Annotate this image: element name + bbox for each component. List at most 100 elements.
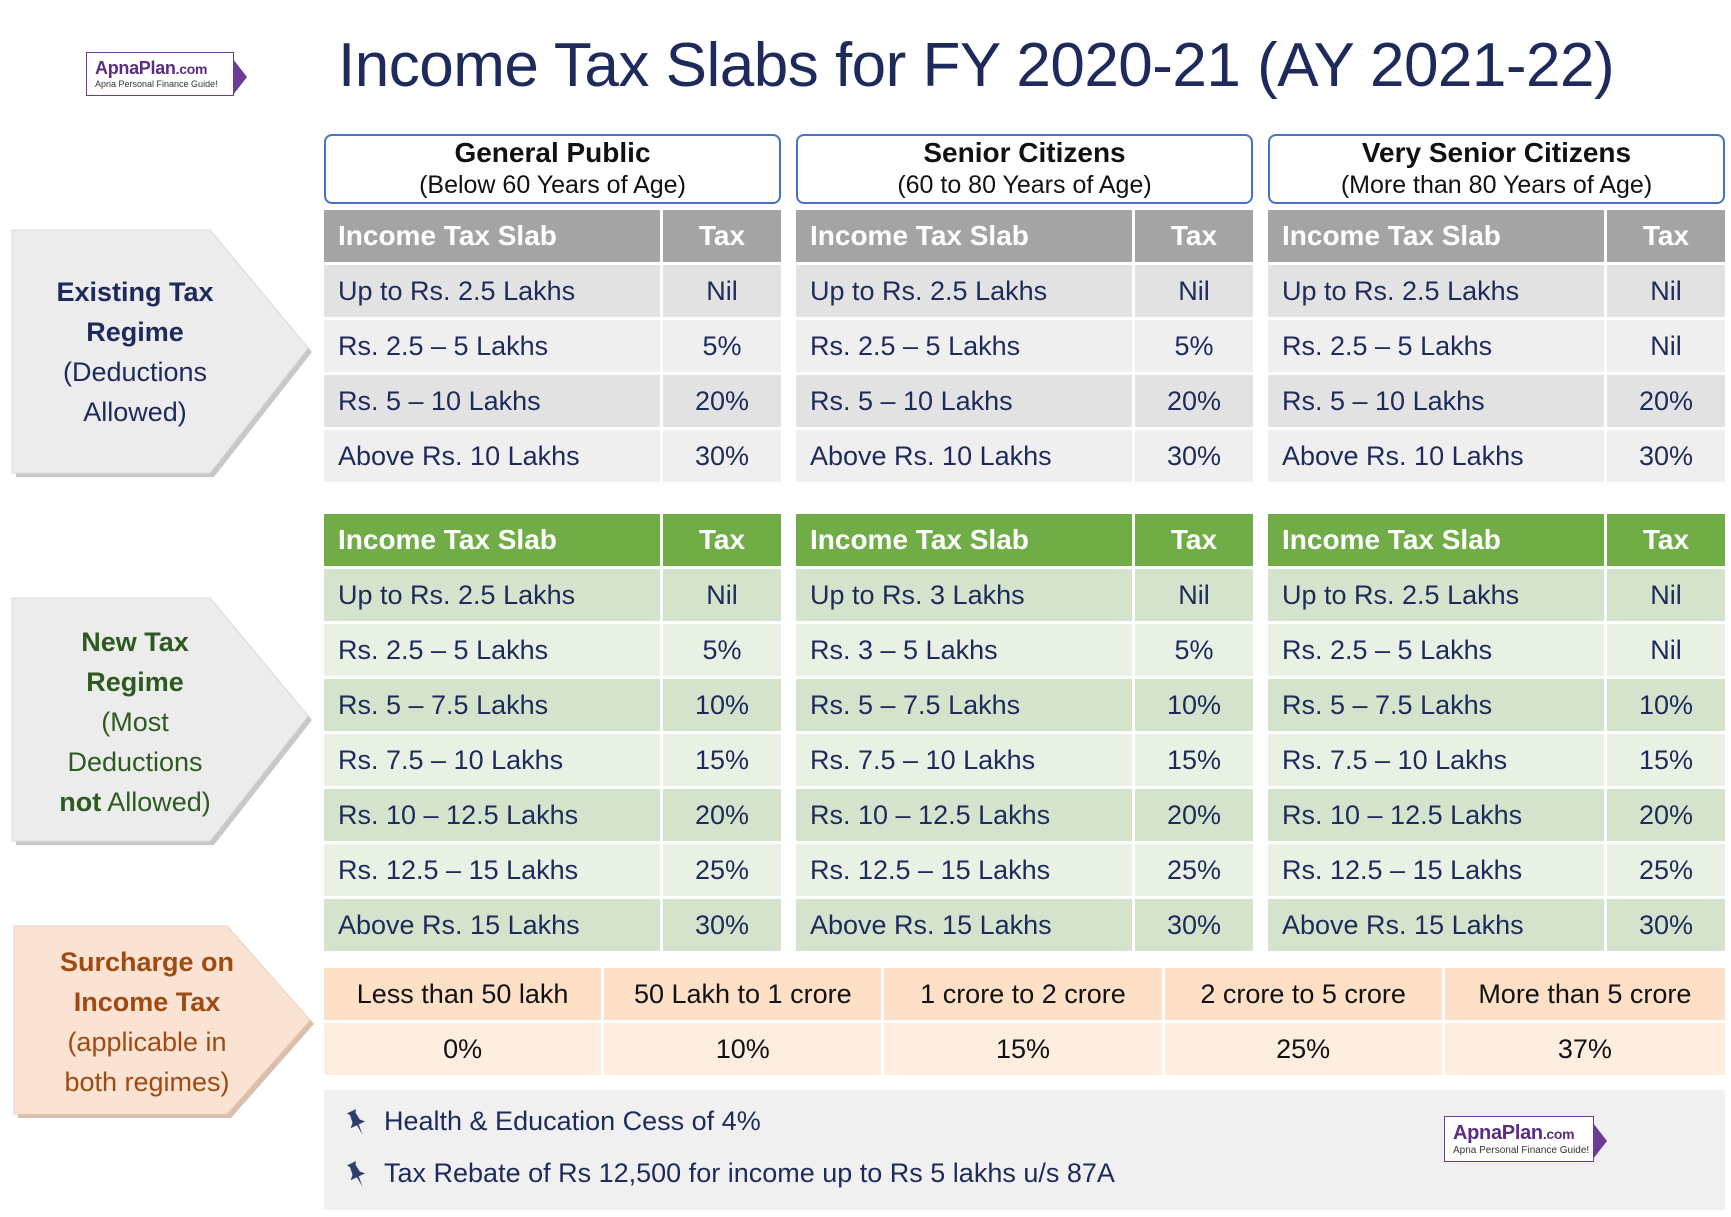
slab-cell: Rs. 10 – 12.5 Lakhs (324, 789, 663, 844)
header-slab: Income Tax Slab (796, 514, 1135, 569)
regime-label-line: (Most (101, 707, 169, 737)
header-tax: Tax (1607, 210, 1725, 265)
tax-cell: 30% (1607, 430, 1725, 485)
tax-cell: 30% (663, 430, 781, 485)
table-header-row: Income Tax Slab Tax (796, 210, 1253, 265)
arrow-shape (11, 229, 312, 477)
regime-label-line: (Deductions (62, 357, 208, 387)
surcharge-range-row: Less than 50 lakh 50 Lakh to 1 crore 1 c… (324, 968, 1725, 1023)
tax-cell: Nil (1607, 624, 1725, 679)
table-row: Rs. 5 – 10 Lakhs 20% (324, 375, 781, 430)
tax-cell: 25% (1607, 844, 1725, 899)
table-row: Rs. 10 – 12.5 Lakhs 20% (1268, 789, 1725, 844)
table-row: Above Rs. 10 Lakhs 30% (796, 430, 1253, 485)
tax-cell: 30% (1135, 430, 1253, 485)
new-table-senior: Income Tax Slab Tax Up to Rs. 3 Lakhs Nil Rs… (796, 514, 1253, 954)
tax-cell: 5% (663, 320, 781, 375)
table-row: Up to Rs. 2.5 Lakhs Nil (324, 265, 781, 320)
surcharge-label-line: Surcharge on (59, 947, 235, 977)
surcharge-rate-row: 0% 10% 15% 25% 37% (324, 1023, 1725, 1078)
table-row: Rs. 5 – 7.5 Lakhs 10% (796, 679, 1253, 734)
slab-cell: Rs. 7.5 – 10 Lakhs (1268, 734, 1607, 789)
surcharge-rate-cell: 10% (604, 1023, 885, 1078)
regime-label-line: Regime (86, 317, 184, 347)
table-row: Rs. 5 – 7.5 Lakhs 10% (324, 679, 781, 734)
surcharge-rate-cell: 0% (324, 1023, 605, 1078)
table-header-row: Income Tax Slab Tax (1268, 210, 1725, 265)
new-table-general: Income Tax Slab Tax Up to Rs. 2.5 Lakhs Nil… (324, 514, 781, 954)
table-header-row: Income Tax Slab Tax (324, 514, 781, 569)
slab-cell: Above Rs. 15 Lakhs (796, 899, 1135, 954)
tax-cell: 5% (663, 624, 781, 679)
table-row: Rs. 2.5 – 5 Lakhs Nil (1268, 624, 1725, 679)
tax-cell: 15% (663, 734, 781, 789)
tax-cell: Nil (1607, 569, 1725, 624)
slab-cell: Up to Rs. 2.5 Lakhs (324, 265, 663, 320)
table-row: Rs. 7.5 – 10 Lakhs 15% (1268, 734, 1725, 789)
surcharge-rate-cell: 15% (884, 1023, 1165, 1078)
slab-cell: Rs. 12.5 – 15 Lakhs (796, 844, 1135, 899)
tax-cell: 5% (1135, 320, 1253, 375)
pushpin-icon (346, 1161, 366, 1187)
page-title: Income Tax Slabs for FY 2020-21 (AY 2021… (338, 31, 1615, 100)
tax-cell: 30% (1135, 899, 1253, 954)
surcharge-table: Less than 50 lakh 50 Lakh to 1 crore 1 c… (324, 968, 1725, 1078)
pushpin-icon (346, 1109, 366, 1135)
tax-cell: 20% (1135, 375, 1253, 430)
table-row: Above Rs. 15 Lakhs 30% (324, 899, 781, 954)
tax-cell: Nil (663, 569, 781, 624)
slab-cell: Rs. 5 – 10 Lakhs (796, 375, 1135, 430)
slab-cell: Rs. 12.5 – 15 Lakhs (324, 844, 663, 899)
table-row: Rs. 7.5 – 10 Lakhs 15% (324, 734, 781, 789)
surcharge-label-line: (applicable in (67, 1027, 227, 1057)
category-name: General Public (454, 137, 651, 168)
logo-tagline: Apna Personal Finance Guide! (1453, 1145, 1590, 1156)
table-row: Rs. 10 – 12.5 Lakhs 20% (796, 789, 1253, 844)
slab-cell: Rs. 2.5 – 5 Lakhs (796, 320, 1135, 375)
slab-cell: Rs. 2.5 – 5 Lakhs (1268, 320, 1607, 375)
table-row: Above Rs. 10 Lakhs 30% (324, 430, 781, 485)
table-row: Above Rs. 15 Lakhs 30% (796, 899, 1253, 954)
existing-table-very-senior: Income Tax Slab Tax Up to Rs. 2.5 Lakhs Nil… (1268, 210, 1725, 485)
surcharge-range-cell: Less than 50 lakh (324, 968, 605, 1023)
slab-cell: Rs. 7.5 – 10 Lakhs (324, 734, 663, 789)
surcharge-rate-cell: 25% (1164, 1023, 1445, 1078)
slab-cell: Above Rs. 10 Lakhs (324, 430, 663, 485)
table-row: Above Rs. 10 Lakhs 30% (1268, 430, 1725, 485)
regime-label-line: Allowed) (83, 397, 187, 427)
slab-cell: Rs. 10 – 12.5 Lakhs (1268, 789, 1607, 844)
tax-cell: 25% (1135, 844, 1253, 899)
new-regime-label: New Tax Regime (Most Deductions not Allo… (10, 596, 312, 846)
table-row: Rs. 12.5 – 15 Lakhs 25% (1268, 844, 1725, 899)
existing-regime-label: Existing Tax Regime (Deductions Allowed) (10, 228, 312, 478)
category-name: Very Senior Citizens (1361, 137, 1632, 168)
regime-label-line: Allowed) (101, 787, 211, 817)
table-header-row: Income Tax Slab Tax (796, 514, 1253, 569)
regime-label-line: New Tax (81, 627, 189, 657)
surcharge-range-cell: 2 crore to 5 crore (1164, 968, 1445, 1023)
table-row: Up to Rs. 3 Lakhs Nil (796, 569, 1253, 624)
table-row: Above Rs. 15 Lakhs 30% (1268, 899, 1725, 954)
note-rebate: Tax Rebate of Rs 12,500 for income up to… (384, 1158, 1115, 1188)
category-name: Senior Citizens (923, 137, 1126, 168)
slab-cell: Above Rs. 15 Lakhs (324, 899, 663, 954)
slab-cell: Rs. 5 – 7.5 Lakhs (796, 679, 1135, 734)
slab-cell: Up to Rs. 2.5 Lakhs (1268, 569, 1607, 624)
table-row: Rs. 12.5 – 15 Lakhs 25% (796, 844, 1253, 899)
note-cess: Health & Education Cess of 4% (384, 1106, 761, 1136)
table-row: Rs. 2.5 – 5 Lakhs 5% (324, 624, 781, 679)
header-slab: Income Tax Slab (1268, 514, 1607, 569)
slab-cell: Up to Rs. 2.5 Lakhs (1268, 265, 1607, 320)
tax-cell: 10% (663, 679, 781, 734)
slab-cell: Rs. 5 – 10 Lakhs (1268, 375, 1607, 430)
table-row: Rs. 10 – 12.5 Lakhs 20% (324, 789, 781, 844)
arrow-shape (11, 597, 312, 845)
table-row: Rs. 2.5 – 5 Lakhs 5% (796, 320, 1253, 375)
tax-cell: 15% (1607, 734, 1725, 789)
tax-cell: 10% (1607, 679, 1725, 734)
header-tax: Tax (663, 514, 781, 569)
surcharge-range-cell: 1 crore to 2 crore (884, 968, 1165, 1023)
tax-cell: 30% (663, 899, 781, 954)
header-tax: Tax (1607, 514, 1725, 569)
table-row: Rs. 12.5 – 15 Lakhs 25% (324, 844, 781, 899)
